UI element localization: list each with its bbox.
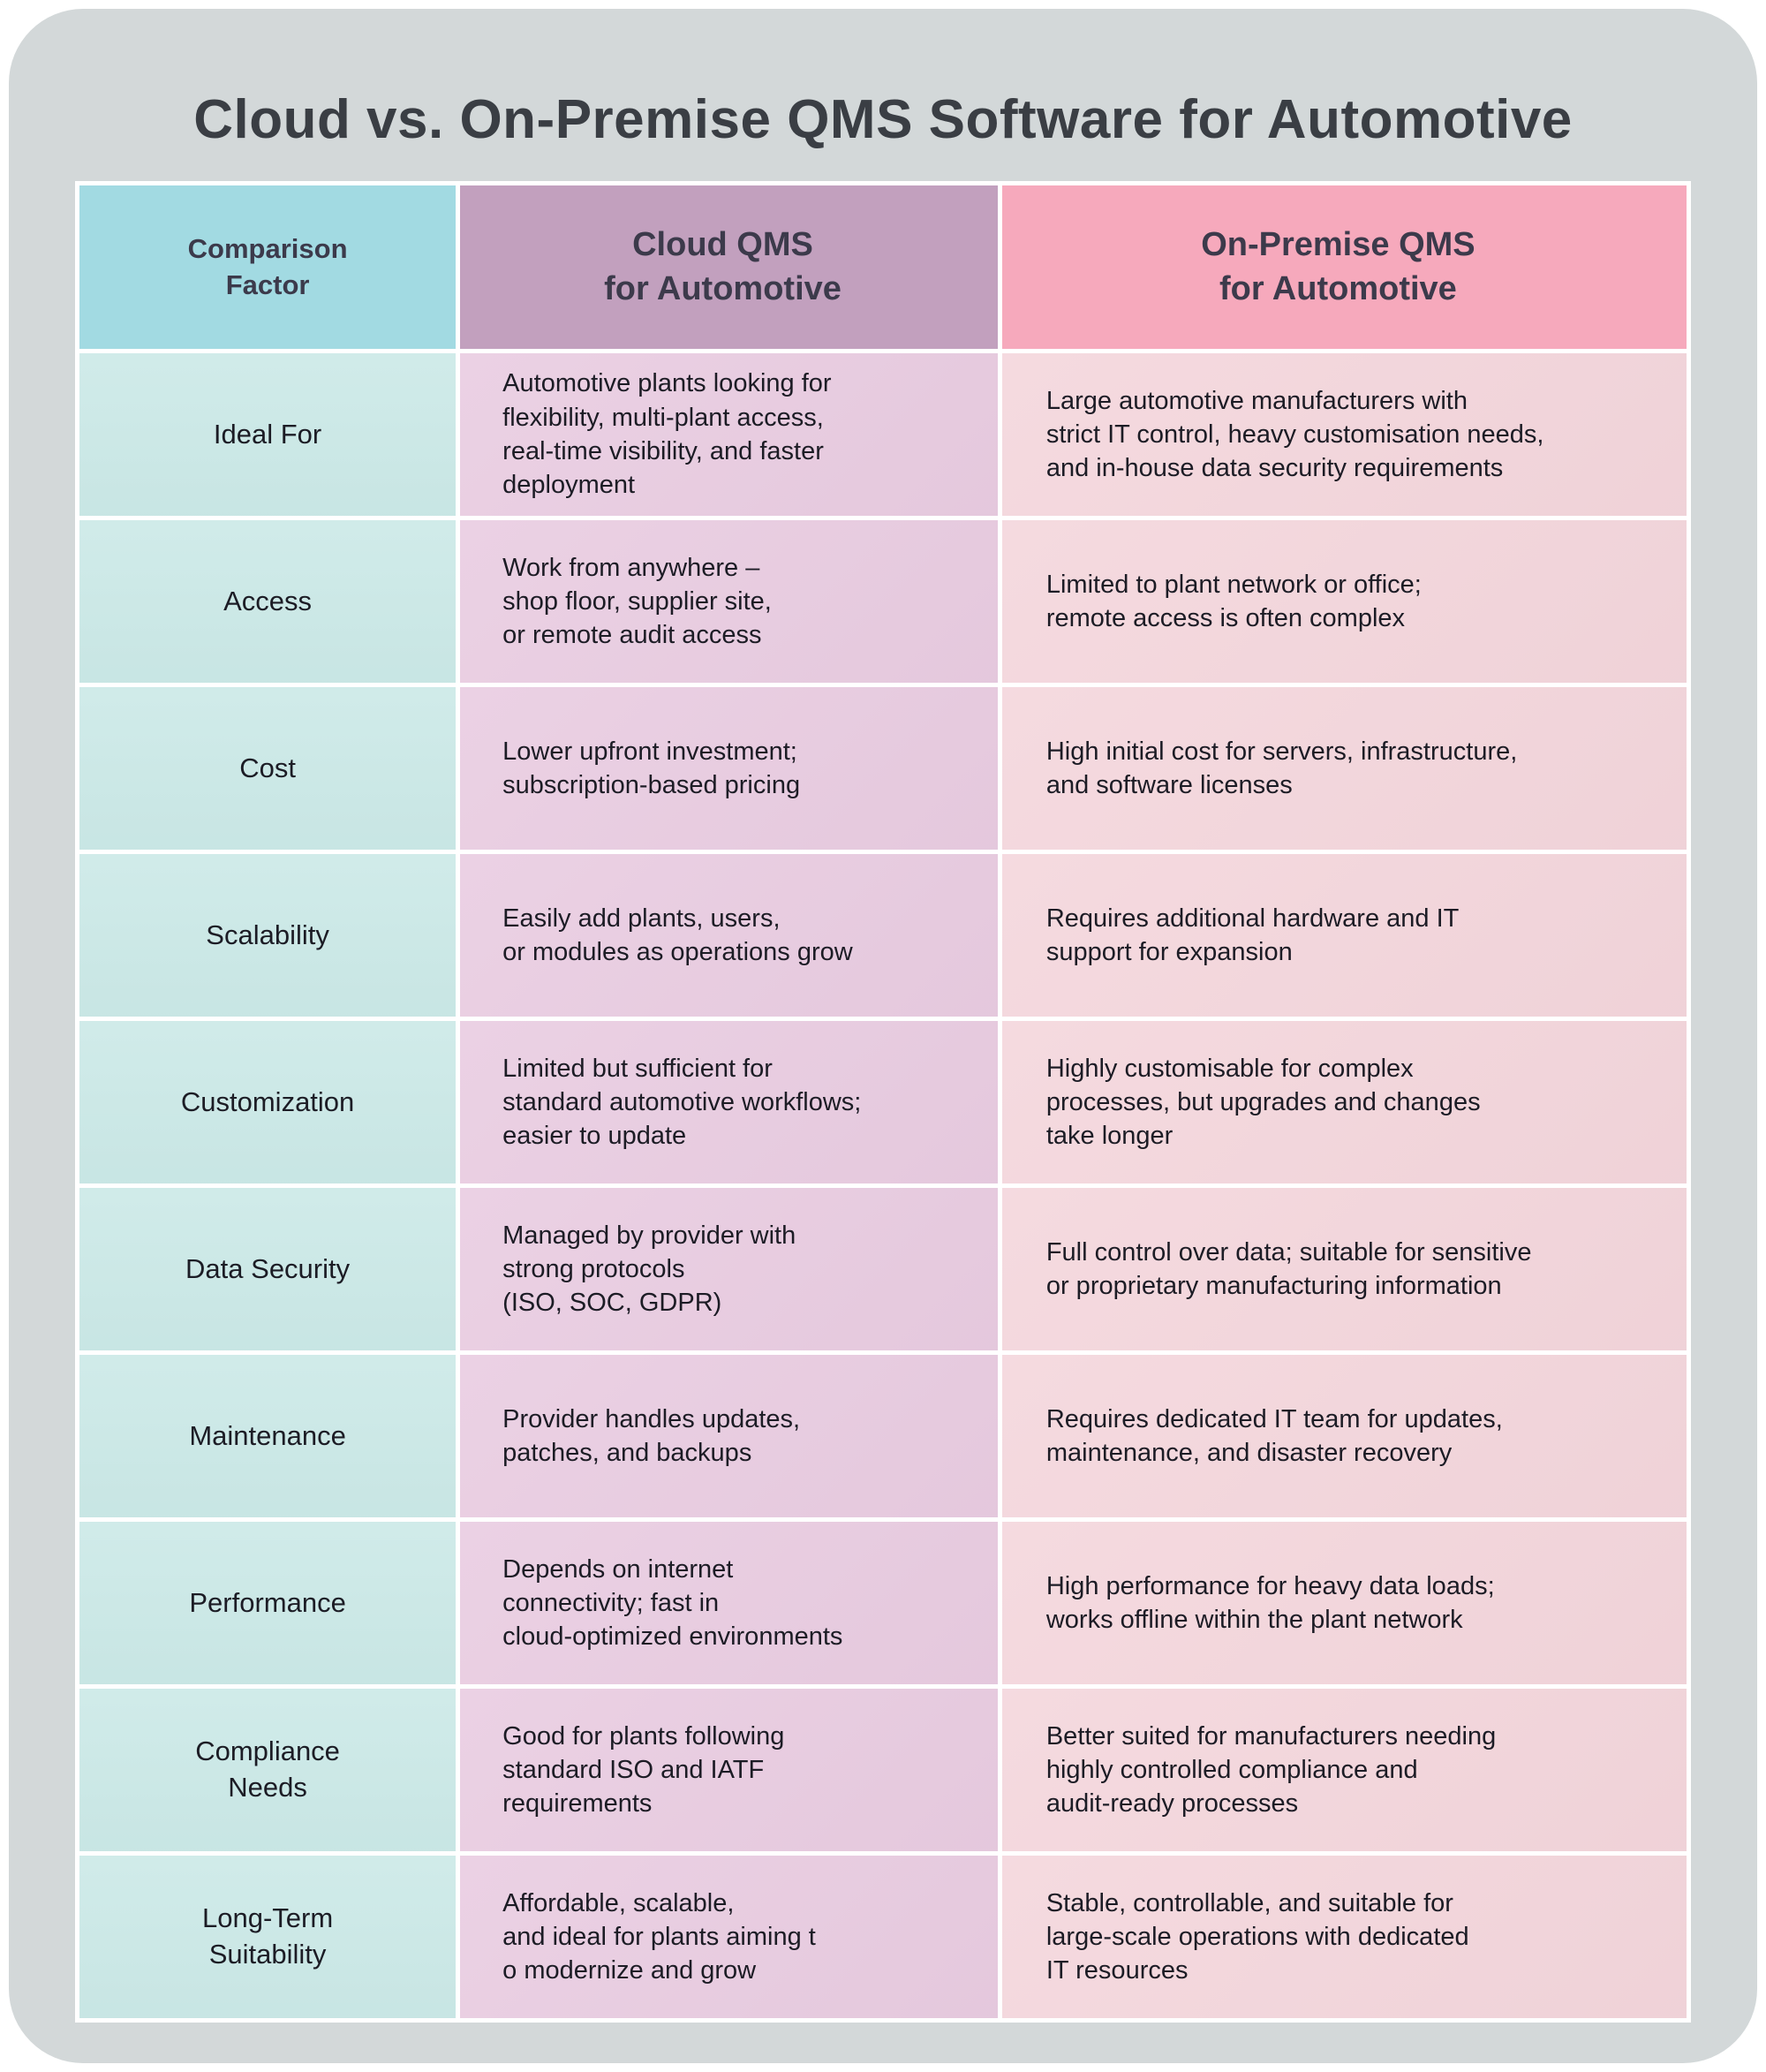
cloud-cell-data-security: Managed by provider with strong protocol… bbox=[460, 1188, 998, 1350]
onprem-cell-data-security: Full control over data; suitable for sen… bbox=[1001, 1188, 1687, 1350]
factor-cell-maintenance: Maintenance bbox=[79, 1355, 457, 1517]
onprem-cell-maintenance: Requires dedicated IT team for updates, … bbox=[1001, 1355, 1687, 1517]
factor-cell-performance: Performance bbox=[79, 1522, 457, 1684]
onprem-cell-scalability: Requires additional hardware and IT supp… bbox=[1001, 854, 1687, 1017]
onprem-cell-compliance-needs: Better suited for manufacturers needing … bbox=[1001, 1689, 1687, 1851]
comparison-table: Comparison Factor Cloud QMS for Automoti… bbox=[75, 181, 1691, 2023]
factor-cell-access: Access bbox=[79, 520, 457, 683]
factor-cell-data-security: Data Security bbox=[79, 1188, 457, 1350]
cloud-cell-access: Work from anywhere – shop floor, supplie… bbox=[460, 520, 998, 683]
header-cell-cloud-qms: Cloud QMS for Automotive bbox=[460, 185, 998, 349]
cloud-cell-customization: Limited but sufficient for standard auto… bbox=[460, 1021, 998, 1183]
cloud-cell-performance: Depends on internet connectivity; fast i… bbox=[460, 1522, 998, 1684]
onprem-cell-ideal-for: Large automotive manufacturers with stri… bbox=[1001, 353, 1687, 516]
factor-cell-scalability: Scalability bbox=[79, 854, 457, 1017]
onprem-cell-performance: High performance for heavy data loads; w… bbox=[1001, 1522, 1687, 1684]
cloud-cell-scalability: Easily add plants, users, or modules as … bbox=[460, 854, 998, 1017]
factor-cell-long-term-suitability: Long-Term Suitability bbox=[79, 1856, 457, 2018]
factor-cell-customization: Customization bbox=[79, 1021, 457, 1183]
page-title: Cloud vs. On-Premise QMS Software for Au… bbox=[193, 89, 1573, 150]
factor-cell-ideal-for: Ideal For bbox=[79, 353, 457, 516]
cloud-cell-long-term-suitability: Affordable, scalable, and ideal for plan… bbox=[460, 1856, 998, 2018]
cloud-cell-cost: Lower upfront investment; subscription-b… bbox=[460, 687, 998, 850]
factor-cell-compliance-needs: Compliance Needs bbox=[79, 1689, 457, 1851]
cloud-cell-compliance-needs: Good for plants following standard ISO a… bbox=[460, 1689, 998, 1851]
background-card: Cloud vs. On-Premise QMS Software for Au… bbox=[9, 9, 1757, 2063]
header-cell-comparison-factor: Comparison Factor bbox=[79, 185, 457, 349]
header-cell-on-premise-qms: On-Premise QMS for Automotive bbox=[1001, 185, 1687, 349]
onprem-cell-access: Limited to plant network or office; remo… bbox=[1001, 520, 1687, 683]
onprem-cell-cost: High initial cost for servers, infrastru… bbox=[1001, 687, 1687, 850]
factor-cell-cost: Cost bbox=[79, 687, 457, 850]
cloud-cell-maintenance: Provider handles updates, patches, and b… bbox=[460, 1355, 998, 1517]
cloud-cell-ideal-for: Automotive plants looking for flexibilit… bbox=[460, 353, 998, 516]
onprem-cell-customization: Highly customisable for complex processe… bbox=[1001, 1021, 1687, 1183]
onprem-cell-long-term-suitability: Stable, controllable, and suitable for l… bbox=[1001, 1856, 1687, 2018]
